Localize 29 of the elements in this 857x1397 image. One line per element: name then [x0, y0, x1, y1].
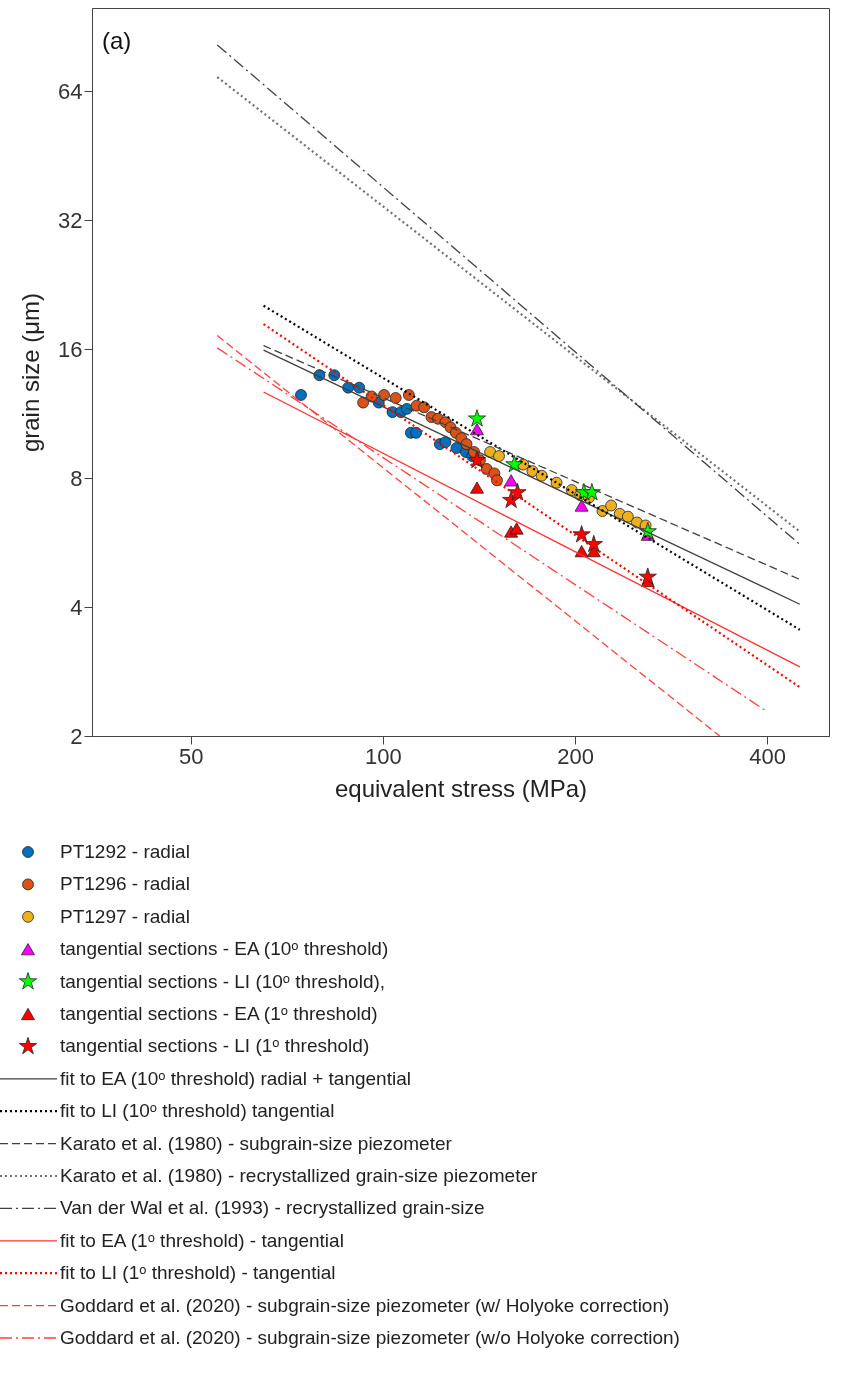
- x-tick-label: 200: [557, 743, 594, 769]
- legend-label: fit to LI (10ᵒ threshold) tangential: [60, 1100, 335, 1122]
- legend-label: fit to EA (1ᵒ threshold) - tangential: [60, 1229, 344, 1251]
- y-tick-label: 32: [58, 207, 83, 233]
- legend-label: Van der Wal et al. (1993) - recrystallized grain-size: [60, 1197, 485, 1219]
- x-tick-label: 100: [365, 743, 402, 769]
- y-axis-title: grain size (μm): [17, 292, 45, 453]
- x-tick-label: 50: [179, 743, 204, 769]
- y-tick-label: 16: [58, 336, 83, 362]
- legend-label: tangential sections - EA (10ᵒ threshold): [60, 938, 389, 960]
- y-tick-label: 64: [58, 78, 83, 104]
- x-axis-title: equivalent stress (MPa): [334, 774, 588, 802]
- legend-label: PT1292 - radial: [60, 841, 190, 862]
- annotation: (a): [102, 27, 132, 54]
- y-tick-label: 2: [70, 723, 83, 749]
- legend-label: tangential sections - LI (1ᵒ threshold): [60, 1035, 370, 1057]
- legend-label: Goddard et al. (2020) - subgrain-size piezometer (w/o Holyoke correction): [60, 1327, 680, 1348]
- legend-label: tangential sections - EA (1ᵒ threshold): [60, 1003, 378, 1024]
- legend-label: PT1297 - radial: [60, 905, 190, 927]
- legend-label: Karato et al. (1980) - recrystallized grain-size piezometer: [60, 1165, 538, 1186]
- legend-label: Karato et al. (1980) - subgrain-size piezometer: [60, 1132, 453, 1154]
- legend-label: tangential sections - LI (10ᵒ threshold),: [60, 970, 386, 992]
- legend-label: fit to LI (1ᵒ threshold) - tangential: [60, 1262, 336, 1284]
- y-tick-label: 8: [70, 465, 83, 491]
- legend-label: fit to EA (10ᵒ threshold) radial + tangential: [60, 1067, 411, 1089]
- x-tick-label: 400: [749, 743, 787, 769]
- legend-label: PT1296 - radial: [60, 873, 190, 895]
- y-tick-label: 4: [70, 594, 83, 620]
- legend-label: Goddard et al. (2020) - subgrain-size piezometer (w/ Holyoke correction): [60, 1294, 670, 1316]
